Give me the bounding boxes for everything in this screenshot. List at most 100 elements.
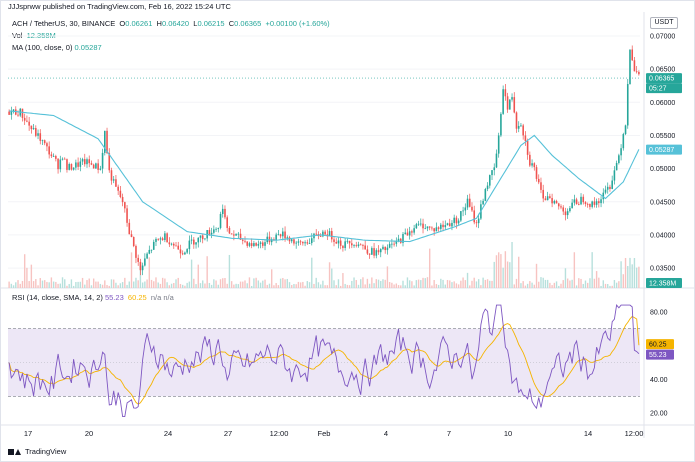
countdown-tag: [646, 83, 682, 94]
candle-body: [491, 170, 493, 176]
volume-bar: [10, 283, 13, 288]
candle-body: [584, 202, 587, 204]
volume-bar: [322, 280, 324, 288]
volume-bar: [271, 269, 273, 288]
volume-bar: [346, 284, 349, 288]
volume-bar: [411, 281, 413, 288]
volume-bar: [497, 252, 500, 288]
volume-bar: [422, 277, 424, 288]
candle-body: [188, 240, 191, 250]
candle-body: [533, 163, 536, 168]
rsi-tick-label: 80.00: [650, 309, 668, 316]
volume-bar: [217, 284, 219, 288]
candle-body: [466, 198, 469, 208]
volume-bar: [393, 284, 395, 288]
rsi-sma-value: 60.25: [127, 293, 147, 302]
volume-bar: [313, 283, 315, 288]
volume-bar: [382, 279, 384, 288]
candle-body: [571, 202, 573, 209]
volume-bar: [573, 252, 576, 288]
volume-bar: [475, 281, 478, 288]
candle-body: [362, 245, 364, 246]
candle-body: [442, 224, 444, 228]
candle-body: [215, 228, 217, 230]
countdown-label: 05:27: [649, 86, 667, 93]
currency-button[interactable]: USDT: [650, 17, 678, 29]
candle-body: [497, 135, 500, 154]
candle-body: [368, 253, 371, 255]
volume-bar: [268, 283, 271, 288]
candle-body: [455, 217, 458, 224]
volume-bar: [57, 283, 59, 288]
candle-body: [328, 231, 331, 237]
candle-body: [618, 155, 620, 164]
candle-body: [184, 252, 186, 255]
candle-body: [375, 250, 378, 256]
volume-bar: [342, 273, 344, 288]
candle-body: [12, 109, 15, 112]
candle-body: [161, 238, 164, 241]
rsi-legend[interactable]: RSI (14, close, SMA, 14, 2) 55.23 60.25 …: [12, 293, 174, 302]
volume-bar: [546, 279, 549, 288]
volume-bar: [150, 279, 153, 288]
candle-body: [589, 203, 591, 207]
candle-body: [402, 233, 404, 243]
volume-bar: [426, 277, 429, 288]
volume-bar: [275, 283, 277, 288]
volume-bar: [351, 280, 353, 288]
volume-bar: [15, 282, 17, 288]
volume-bar: [99, 283, 102, 288]
candle-body: [26, 120, 28, 122]
volume-bar: [600, 285, 602, 288]
volume-bar: [451, 282, 453, 288]
volume-bar: [522, 281, 524, 288]
volume-bar: [558, 285, 560, 288]
volume-bar: [84, 284, 86, 288]
volume-bar: [549, 282, 551, 288]
volume-bar: [173, 283, 175, 288]
candle-body: [359, 244, 362, 246]
rsi-na-values: n/a n/a: [150, 293, 174, 302]
volume-bar: [106, 285, 108, 288]
volume-bar: [250, 285, 253, 288]
rsi-value-tag: [646, 349, 674, 360]
candle-body: [506, 96, 509, 110]
volume-bar: [326, 285, 329, 288]
candle-body: [148, 249, 151, 254]
candle-body: [635, 71, 638, 73]
candle-body: [304, 242, 306, 244]
volume-bar: [257, 280, 260, 288]
candle-body: [422, 223, 424, 229]
volume-bar: [121, 282, 124, 288]
volume-bar: [230, 281, 233, 288]
volume-bar: [30, 264, 33, 288]
candle-body: [166, 233, 168, 243]
candle-body: [119, 190, 122, 197]
volume-bar: [533, 284, 535, 288]
volume-bar: [449, 280, 451, 288]
ma-value-label: 0.05287: [649, 147, 674, 154]
candle-body: [17, 114, 19, 116]
candle-body: [112, 179, 115, 181]
symbol-label[interactable]: ACH / TetherUS, 30, BINANCE: [12, 19, 116, 28]
volume-bar: [360, 279, 362, 288]
candle-body: [626, 84, 629, 126]
volume-bar: [68, 284, 70, 288]
candle-body: [262, 242, 264, 246]
candle-body: [61, 158, 64, 160]
candle-body: [330, 231, 333, 240]
volume-bar: [368, 283, 371, 288]
candle-body: [319, 236, 322, 237]
candle-body: [208, 230, 211, 235]
volume-bar: [137, 280, 139, 288]
candle-body: [404, 232, 407, 234]
ma-legend[interactable]: MA (100, close, 0) 0.05287: [12, 43, 102, 52]
volume-bar: [153, 281, 155, 288]
volume-value-label: 12.358M: [649, 281, 676, 288]
candle-body: [333, 239, 335, 242]
candle-body: [393, 243, 395, 245]
volume-bar: [202, 280, 204, 288]
volume-bar: [248, 277, 251, 288]
volume-bar: [551, 285, 553, 288]
